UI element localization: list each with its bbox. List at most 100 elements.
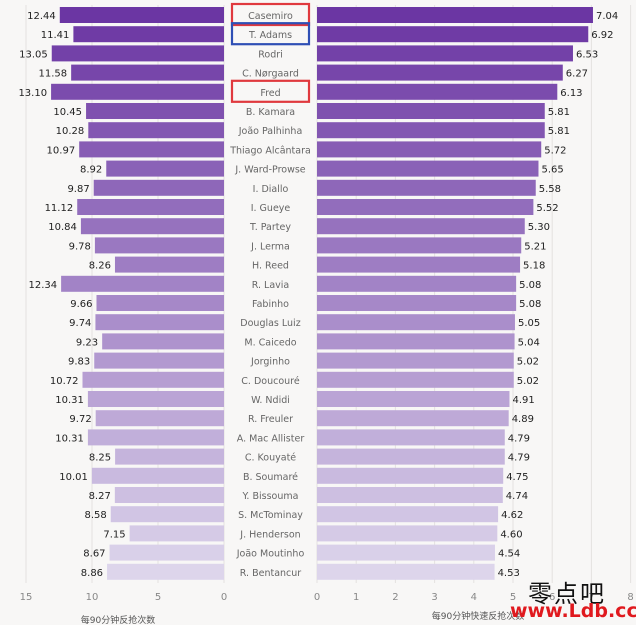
player-name-label: R. Lavia [252, 280, 290, 291]
right-bar-label: 5.81 [548, 107, 570, 118]
left-bar [106, 160, 224, 177]
right-bar-label: 6.13 [560, 88, 582, 99]
right-bar-label: 5.08 [519, 299, 541, 310]
left-bar-label: 12.34 [28, 280, 57, 291]
left-bar-label: 10.31 [55, 433, 84, 444]
left-bar-label: 8.27 [89, 491, 111, 502]
player-name-label: J. Ward-Prowse [234, 165, 305, 176]
left-bar-label: 8.67 [83, 549, 105, 560]
watermark-url: www.Ldb.cc [510, 600, 636, 622]
left-bar [87, 429, 225, 446]
right-axis-label: 每90分钟快速反抢次数 [432, 610, 524, 622]
right-bar [317, 256, 521, 273]
right-bar-label: 5.02 [517, 357, 539, 368]
player-name-label: A. Mac Allister [237, 433, 305, 444]
right-bar [317, 275, 517, 292]
right-tick-label: 6 [549, 592, 555, 603]
right-bar-label: 5.65 [541, 165, 563, 176]
right-bar-label: 6.27 [566, 69, 588, 80]
right-bar-label: 4.91 [512, 395, 534, 406]
player-name-label: T. Partey [249, 222, 291, 233]
left-bar-label: 13.10 [18, 88, 47, 99]
left-bar [102, 333, 224, 350]
right-bar [317, 314, 515, 331]
right-bar [317, 179, 536, 196]
left-bar [129, 525, 224, 542]
left-bar [107, 563, 224, 580]
left-tick-label: 15 [20, 592, 33, 603]
right-bar [317, 448, 505, 465]
right-bar [317, 429, 505, 446]
right-bar-label: 5.04 [518, 337, 540, 348]
left-bar [79, 141, 224, 158]
right-bar [317, 391, 510, 407]
right-bar [317, 141, 542, 158]
right-bar [317, 64, 563, 81]
player-name-label: J. Henderson [239, 529, 300, 540]
left-bar-label: 11.58 [39, 69, 68, 80]
right-bar-label: 4.75 [506, 472, 528, 483]
left-bar [61, 275, 224, 292]
left-bar-label: 8.86 [81, 568, 103, 579]
left-bar [82, 371, 224, 388]
left-bar-label: 13.05 [19, 49, 48, 60]
left-bar [95, 410, 224, 427]
right-bar-label: 4.62 [501, 510, 523, 521]
player-name-label: R. Bentancur [240, 568, 301, 579]
left-bar [51, 83, 224, 100]
player-name-label: Y. Bissouma [242, 491, 299, 502]
left-bar [91, 467, 224, 484]
left-bar [87, 391, 225, 407]
right-tick-label: 8 [627, 592, 633, 603]
left-bar-label: 9.78 [69, 241, 91, 252]
right-bar [317, 199, 534, 215]
right-bar-label: 7.04 [596, 11, 618, 22]
right-bar-label: 5.02 [517, 376, 539, 387]
player-name-label: Casemiro [248, 11, 293, 22]
player-name-label: M. Caicedo [244, 337, 296, 348]
player-name-label: T. Adams [248, 30, 292, 41]
left-bar-label: 9.23 [76, 337, 98, 348]
left-tick-label: 0 [221, 592, 227, 603]
player-name-label: W. Ndidi [251, 395, 290, 406]
player-highlight-box [230, 2, 311, 27]
right-bar-label: 5.81 [548, 126, 570, 137]
right-bar-label: 5.08 [519, 280, 541, 291]
player-name-label: Fabinho [252, 299, 289, 310]
player-name-label: C. Doucouré [241, 376, 300, 387]
left-bar-label: 10.97 [47, 145, 76, 156]
player-name-label: B. Soumaré [243, 472, 298, 483]
left-bar-label: 8.58 [84, 510, 106, 521]
player-name-label: Rodri [258, 49, 283, 60]
left-bar-label: 9.83 [68, 357, 90, 368]
right-bar-label: 4.89 [512, 414, 534, 425]
left-bar [94, 237, 225, 254]
left-bar [80, 218, 224, 235]
left-bar [88, 122, 224, 139]
right-bar [317, 544, 495, 561]
right-bar-label: 4.74 [506, 491, 528, 502]
left-bar-label: 8.92 [80, 165, 102, 176]
left-bar-label: 10.45 [53, 107, 82, 118]
right-bar [317, 45, 573, 62]
right-bar-label: 5.21 [524, 241, 546, 252]
right-bar [317, 295, 517, 311]
left-bar [95, 314, 224, 331]
right-bar [317, 467, 504, 484]
right-tick-label: 1 [353, 592, 359, 603]
player-name-label: I. Gueye [251, 203, 291, 214]
right-tick-label: 0 [314, 592, 320, 603]
right-bar-label: 5.72 [544, 145, 566, 156]
left-bar [94, 352, 224, 369]
right-bar [317, 103, 545, 119]
right-tick-label: 7 [588, 592, 594, 603]
player-name-label: H. Reed [252, 261, 289, 272]
left-bar-label: 10.31 [55, 395, 84, 406]
left-bar [71, 64, 224, 81]
left-tick-label: 5 [155, 592, 161, 603]
right-bar [317, 506, 499, 523]
player-name-label: C. Kouyaté [245, 453, 296, 464]
left-bar-label: 9.74 [69, 318, 91, 329]
right-tick-label: 5 [510, 592, 516, 603]
